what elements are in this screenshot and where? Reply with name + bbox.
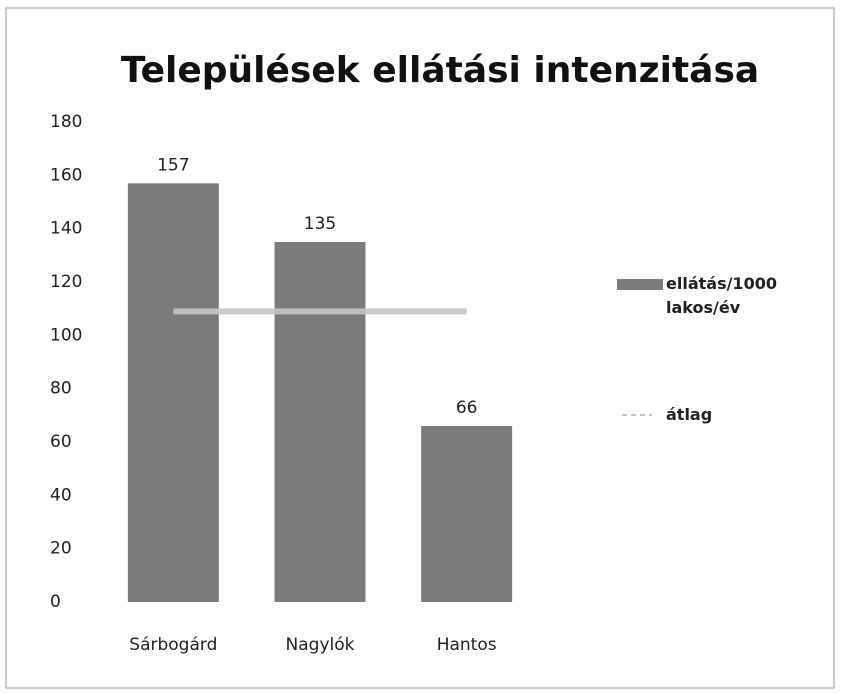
frame xyxy=(5,7,835,689)
y-tick-label: 0 xyxy=(50,592,61,612)
y-tick-label: 120 xyxy=(50,272,82,292)
bar xyxy=(127,183,219,603)
chart-title: Települések ellátási intenzitása xyxy=(121,50,759,91)
x-tick-label: Nagylók xyxy=(286,635,355,655)
y-tick-label: 60 xyxy=(50,432,72,452)
legend-label: ellátás/1000 lakos/év xyxy=(666,274,777,317)
bar xyxy=(421,426,513,602)
y-tick-label: 180 xyxy=(50,112,82,132)
x-tick-label: Hantos xyxy=(437,635,497,655)
data-label: 66 xyxy=(456,398,478,418)
y-tick-label: 40 xyxy=(50,485,72,505)
legend-swatch xyxy=(617,279,663,290)
y-tick-label: 80 xyxy=(50,379,72,399)
legend-label: átlag xyxy=(666,405,713,424)
y-tick-label: 20 xyxy=(50,539,72,559)
data-label: 135 xyxy=(304,214,336,234)
y-tick-label: 140 xyxy=(50,219,82,239)
x-tick-label: Sárbogárd xyxy=(129,635,217,655)
bar xyxy=(274,242,366,602)
data-label: 157 xyxy=(157,155,189,175)
y-tick-label: 100 xyxy=(50,325,82,345)
y-tick-label: 160 xyxy=(50,165,82,185)
